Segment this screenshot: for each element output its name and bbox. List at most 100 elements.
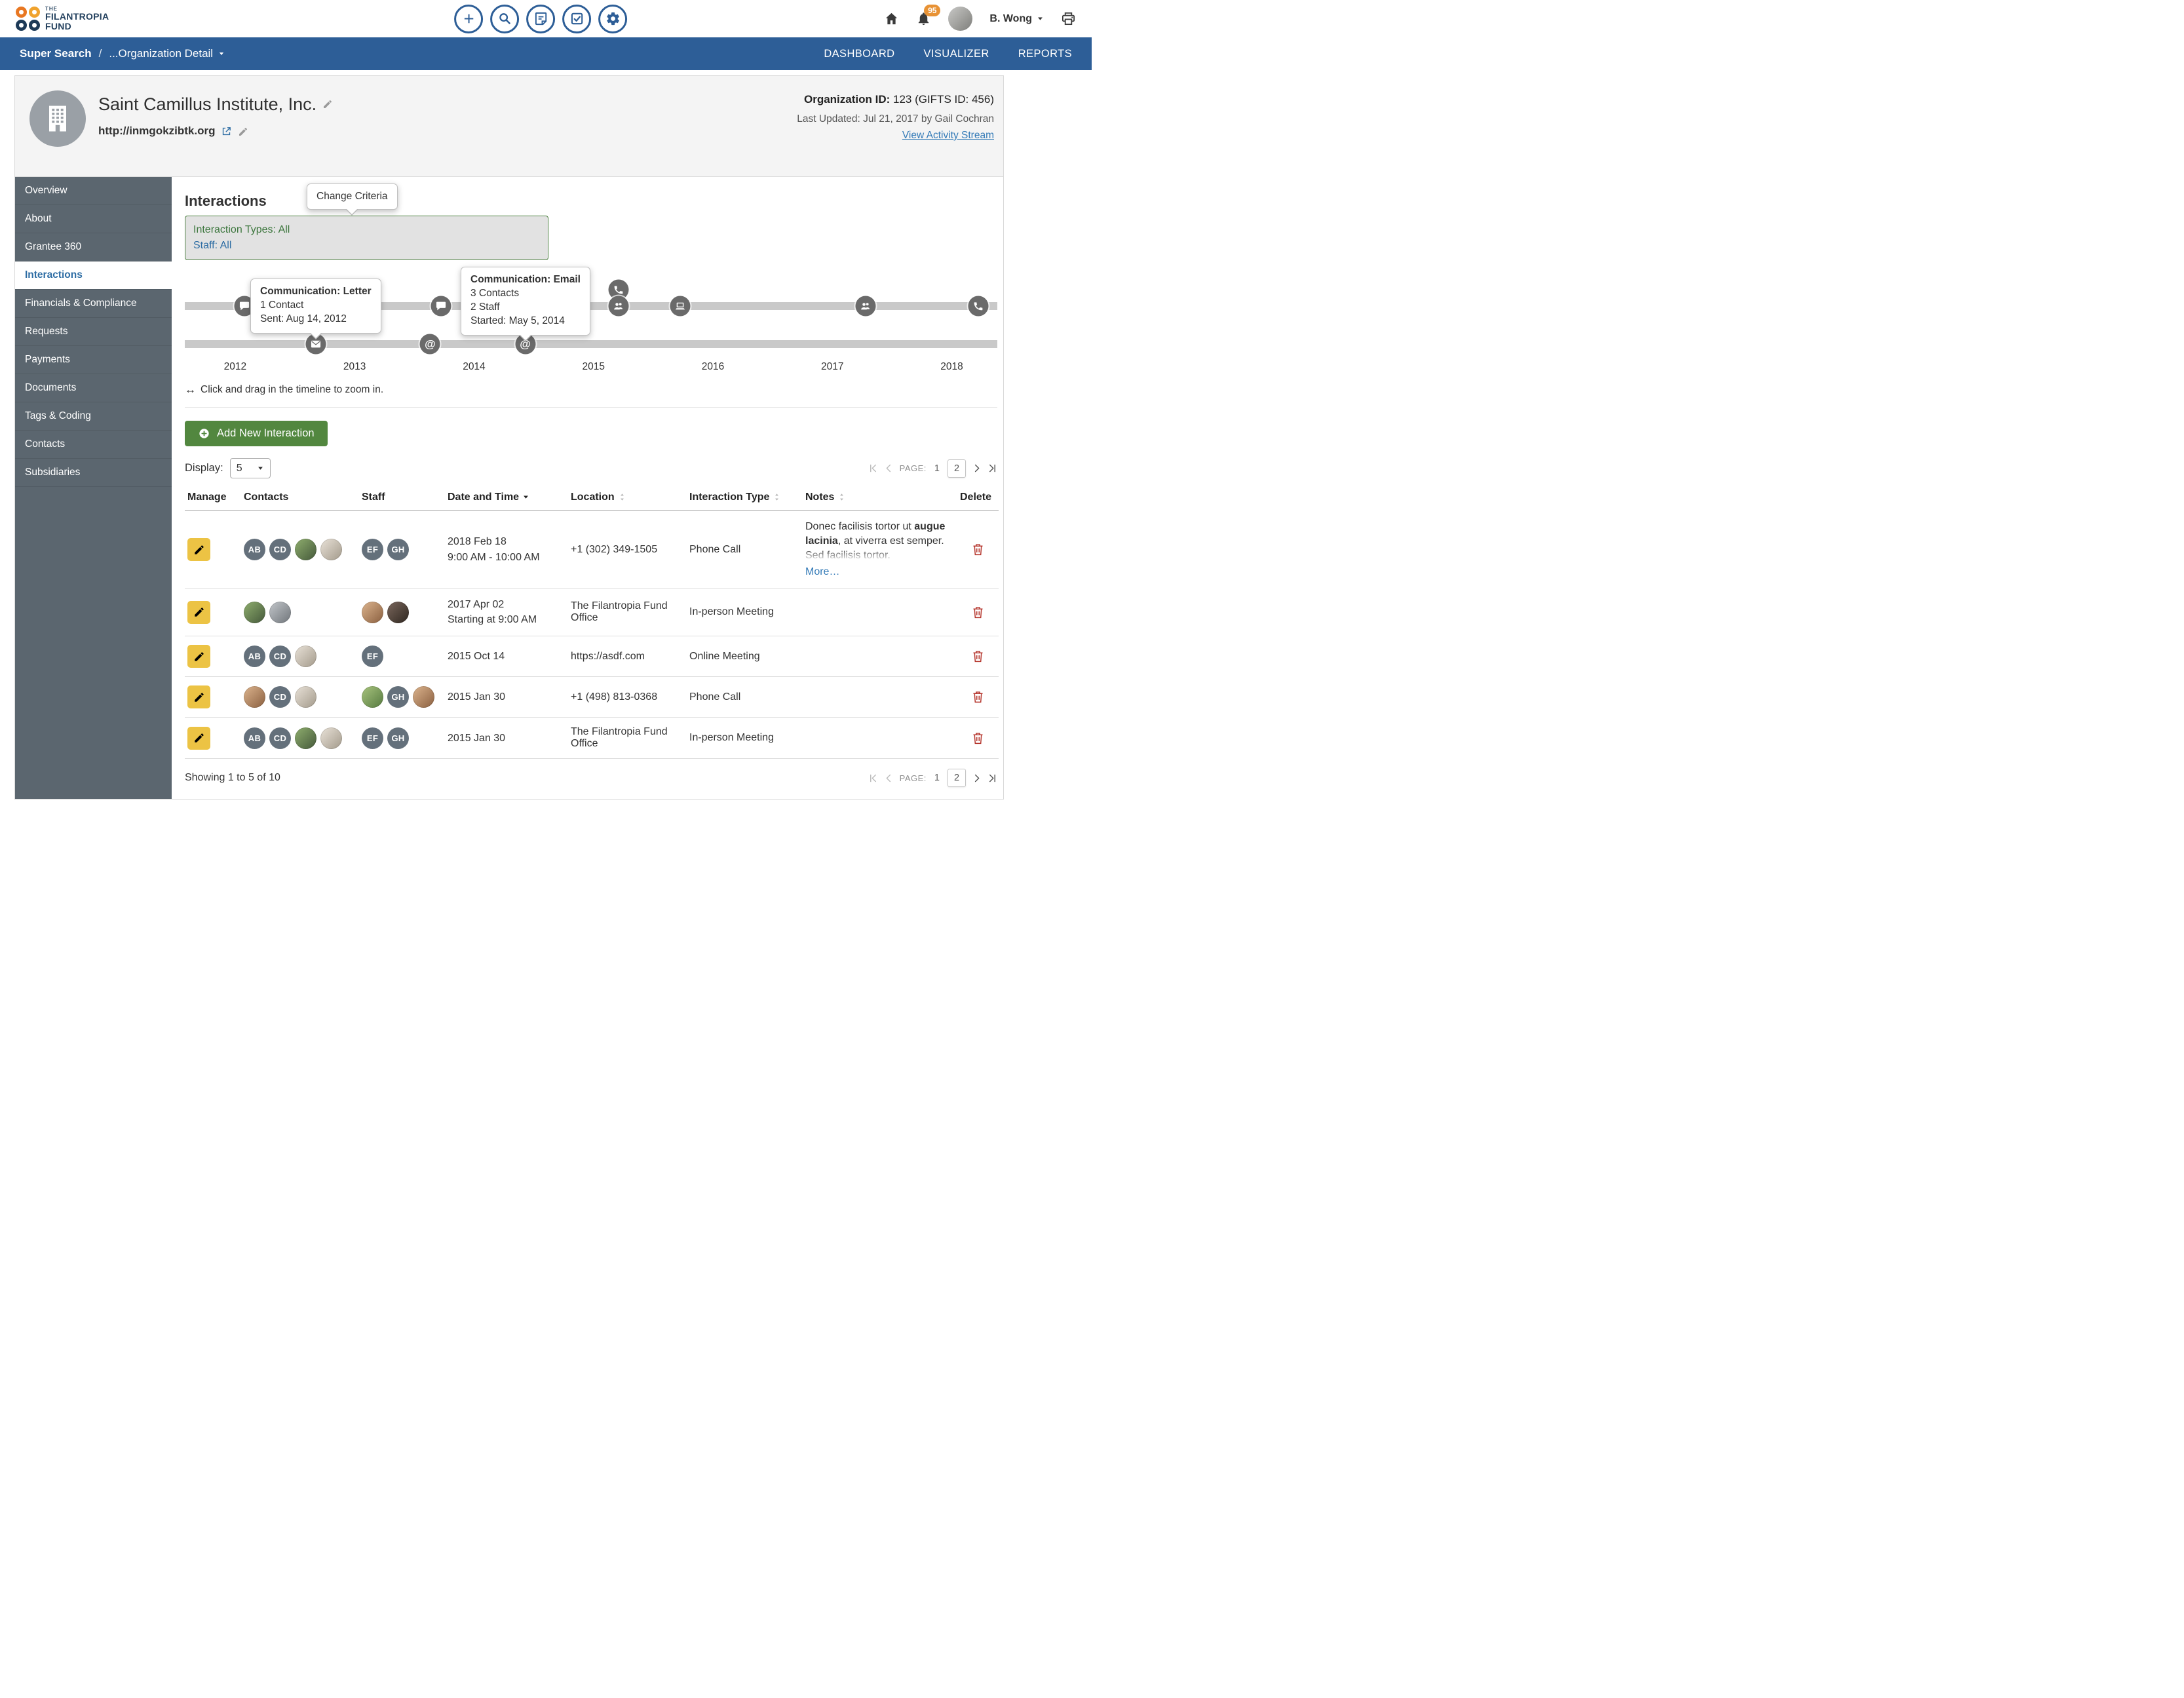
add-icon[interactable] (454, 5, 483, 33)
trash-icon (971, 649, 985, 663)
phone-timeline-icon[interactable] (968, 296, 989, 317)
nav-link-reports[interactable]: REPORTS (1018, 48, 1072, 60)
display-count-select[interactable]: 5 (230, 458, 271, 478)
search-icon[interactable] (490, 5, 519, 33)
app-logo[interactable]: THE FILANTROPIA FUND (16, 7, 109, 31)
main-navbar: Super Search / ...Organization Detail DA… (0, 37, 1092, 70)
delete-interaction-button[interactable] (970, 541, 986, 558)
col-header-date-time[interactable]: Date and Time (445, 486, 568, 511)
avatar-photo[interactable] (320, 727, 342, 749)
col-header-location[interactable]: Location (568, 486, 687, 511)
edit-url-icon[interactable] (238, 125, 248, 138)
first-page-button[interactable] (868, 463, 878, 473)
delete-interaction-button[interactable] (970, 730, 986, 746)
showing-summary: Showing 1 to 5 of 10 (185, 772, 280, 784)
interactions-timeline: Communication: Letter 1 Contact Sent: Au… (185, 265, 997, 381)
next-page-button[interactable] (972, 773, 982, 783)
page-2-button[interactable]: 2 (948, 459, 966, 478)
sidebar-item-payments[interactable]: Payments (15, 346, 172, 374)
timeline-tooltip-letter: Communication: Letter 1 Contact Sent: Au… (250, 279, 381, 334)
edit-name-icon[interactable] (322, 99, 333, 111)
avatar-photo[interactable] (413, 686, 434, 708)
users-timeline-icon[interactable] (856, 296, 876, 317)
last-page-button[interactable] (987, 463, 997, 473)
sidebar-item-grantee-360[interactable]: Grantee 360 (15, 233, 172, 261)
avatar-initials[interactable]: AB (244, 646, 265, 667)
avatar-photo[interactable] (362, 686, 383, 708)
users-timeline-icon[interactable] (609, 296, 629, 317)
prev-page-button[interactable] (884, 773, 894, 783)
avatar-photo[interactable] (244, 602, 265, 623)
avatar-initials[interactable]: AB (244, 727, 265, 749)
edit-interaction-button[interactable] (187, 538, 210, 561)
avatar-initials[interactable]: CD (269, 539, 291, 560)
print-icon[interactable] (1061, 11, 1076, 26)
sidebar-item-interactions[interactable]: Interactions (15, 261, 172, 290)
tasks-icon[interactable] (562, 5, 591, 33)
avatar-initials[interactable]: CD (269, 646, 291, 667)
interaction-type-cell: In-person Meeting (687, 589, 803, 636)
avatar-initials[interactable]: GH (387, 686, 409, 708)
criteria-summary[interactable]: Interaction Types: All Staff: All (185, 216, 548, 260)
laptop-timeline-icon[interactable] (670, 296, 691, 317)
user-avatar[interactable] (948, 7, 972, 31)
next-page-button[interactable] (972, 463, 982, 473)
breadcrumb-org-detail-dropdown[interactable]: ...Organization Detail (109, 47, 225, 60)
first-page-button[interactable] (868, 773, 878, 783)
at-timeline-icon[interactable]: @ (420, 334, 440, 355)
delete-interaction-button[interactable] (970, 648, 986, 665)
sidebar-item-tags-coding[interactable]: Tags & Coding (15, 402, 172, 431)
chat-timeline-icon[interactable] (431, 296, 451, 317)
settings-icon[interactable] (598, 5, 627, 33)
avatar-photo[interactable] (295, 539, 316, 560)
avatar-initials[interactable]: EF (362, 539, 383, 560)
edit-interaction-button[interactable] (187, 727, 210, 750)
avatar-photo[interactable] (362, 602, 383, 623)
add-new-interaction-button[interactable]: Add New Interaction (185, 421, 328, 446)
avatar-photo[interactable] (387, 602, 409, 623)
sidebar-item-about[interactable]: About (15, 205, 172, 233)
sidebar-item-overview[interactable]: Overview (15, 177, 172, 205)
user-menu[interactable]: B. Wong (989, 13, 1044, 25)
nav-link-visualizer[interactable]: VISUALIZER (923, 48, 989, 60)
avatar-initials[interactable]: GH (387, 539, 409, 560)
change-criteria-tooltip[interactable]: Change Criteria (307, 183, 398, 210)
avatar-photo[interactable] (295, 686, 316, 708)
avatar-photo[interactable] (295, 727, 316, 749)
organization-url-link[interactable]: http://inmgokzibtk.org (98, 125, 215, 138)
view-activity-stream-link[interactable]: View Activity Stream (902, 130, 994, 142)
last-page-button[interactable] (987, 773, 997, 783)
breadcrumb-super-search[interactable]: Super Search (20, 47, 92, 60)
edit-interaction-button[interactable] (187, 685, 210, 708)
page-2-button[interactable]: 2 (948, 769, 966, 787)
avatar-initials[interactable]: EF (362, 727, 383, 749)
delete-interaction-button[interactable] (970, 604, 986, 621)
sidebar-item-requests[interactable]: Requests (15, 318, 172, 346)
col-header-interaction-type[interactable]: Interaction Type (687, 486, 803, 511)
avatar-initials[interactable]: AB (244, 539, 265, 560)
notifications-bell-icon[interactable]: 95 (916, 11, 931, 26)
notes-more-link[interactable]: More… (805, 565, 839, 579)
avatar-photo[interactable] (244, 686, 265, 708)
avatar-initials[interactable]: CD (269, 686, 291, 708)
notes-icon[interactable] (526, 5, 555, 33)
avatar-initials[interactable]: EF (362, 646, 383, 667)
avatar-photo[interactable] (269, 602, 291, 623)
sidebar-item-financials-compliance[interactable]: Financials & Compliance (15, 290, 172, 318)
home-icon[interactable] (884, 11, 899, 26)
prev-page-button[interactable] (884, 463, 894, 473)
sidebar-item-documents[interactable]: Documents (15, 374, 172, 402)
avatar-initials[interactable]: CD (269, 727, 291, 749)
avatar-photo[interactable] (295, 646, 316, 667)
external-link-icon[interactable] (221, 125, 232, 138)
edit-interaction-button[interactable] (187, 601, 210, 624)
sidebar-item-subsidiaries[interactable]: Subsidiaries (15, 459, 172, 487)
edit-interaction-button[interactable] (187, 645, 210, 668)
sidebar-item-contacts[interactable]: Contacts (15, 431, 172, 459)
nav-link-dashboard[interactable]: DASHBOARD (824, 48, 894, 60)
organization-header: Saint Camillus Institute, Inc. http://in… (15, 76, 1003, 177)
delete-interaction-button[interactable] (970, 689, 986, 705)
avatar-photo[interactable] (320, 539, 342, 560)
avatar-initials[interactable]: GH (387, 727, 409, 749)
col-header-notes[interactable]: Notes (803, 486, 957, 511)
